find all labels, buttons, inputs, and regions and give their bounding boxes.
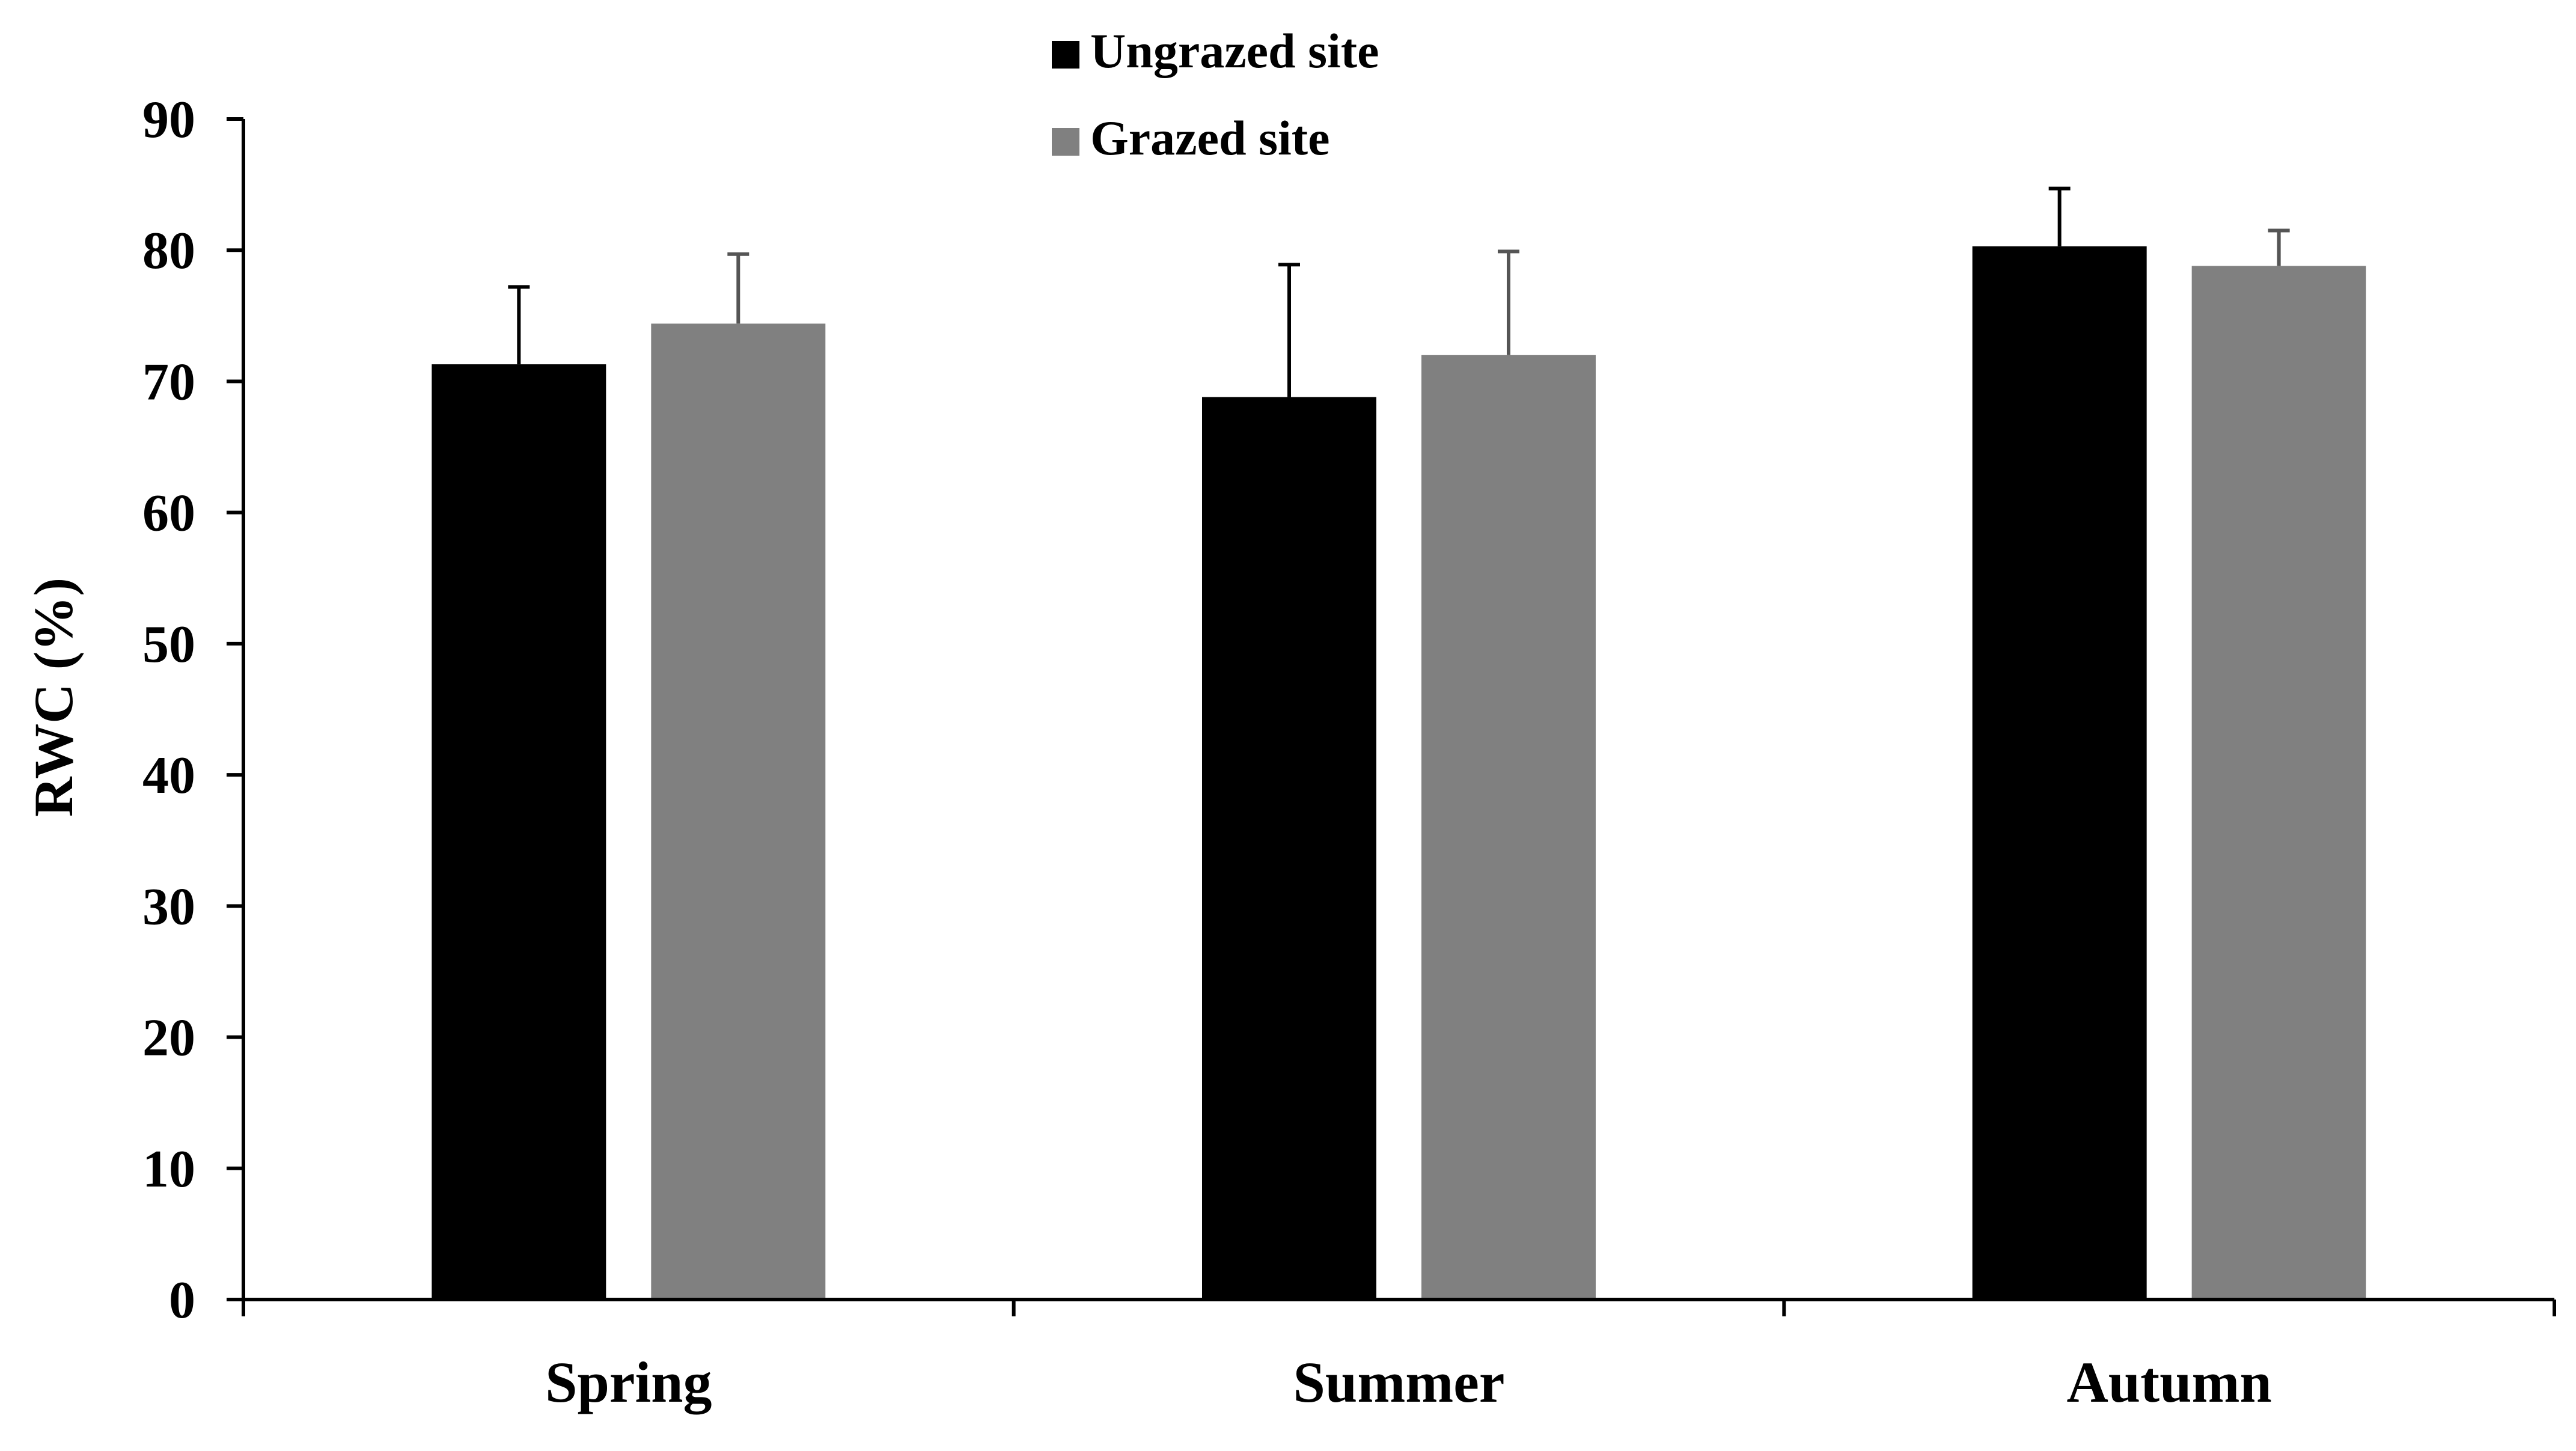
x-tick-label: Autumn [2066, 1350, 2271, 1414]
legend-label: Ungrazed site [1090, 23, 1379, 78]
legend-swatch [1052, 128, 1079, 156]
y-tick-label: 60 [142, 484, 195, 543]
y-tick-label: 70 [142, 353, 195, 411]
x-tick-label: Summer [1293, 1350, 1505, 1414]
y-tick-label: 90 [142, 91, 195, 149]
y-axis-label: RWC (%) [23, 578, 84, 817]
y-ticks-layer: 0 10 20 30 40 50 60 70 80 90 [142, 91, 243, 1330]
axes-layer [242, 119, 2554, 1301]
bar [1421, 355, 1596, 1300]
bar [432, 364, 606, 1300]
y-tick-label: 40 [142, 747, 195, 805]
y-tick-label: 50 [142, 616, 195, 674]
error-bars-layer [508, 186, 2290, 397]
bars-layer [432, 246, 2366, 1300]
y-tick-label: 10 [142, 1140, 195, 1199]
legend-label: Grazed site [1090, 111, 1329, 165]
bar [2191, 266, 2366, 1300]
legend: Ungrazed site Grazed site [1052, 23, 1379, 165]
bar [1202, 397, 1376, 1300]
bar [651, 323, 826, 1300]
y-tick-label: 80 [142, 222, 195, 280]
x-tick-label: Spring [545, 1350, 712, 1414]
x-ticks-layer: Spring Summer Autumn [242, 1300, 2556, 1414]
y-tick-label: 30 [142, 878, 195, 936]
y-tick-label: 0 [169, 1271, 195, 1330]
legend-swatch [1052, 41, 1079, 69]
bar [1972, 246, 2147, 1300]
y-tick-label: 20 [142, 1009, 195, 1068]
